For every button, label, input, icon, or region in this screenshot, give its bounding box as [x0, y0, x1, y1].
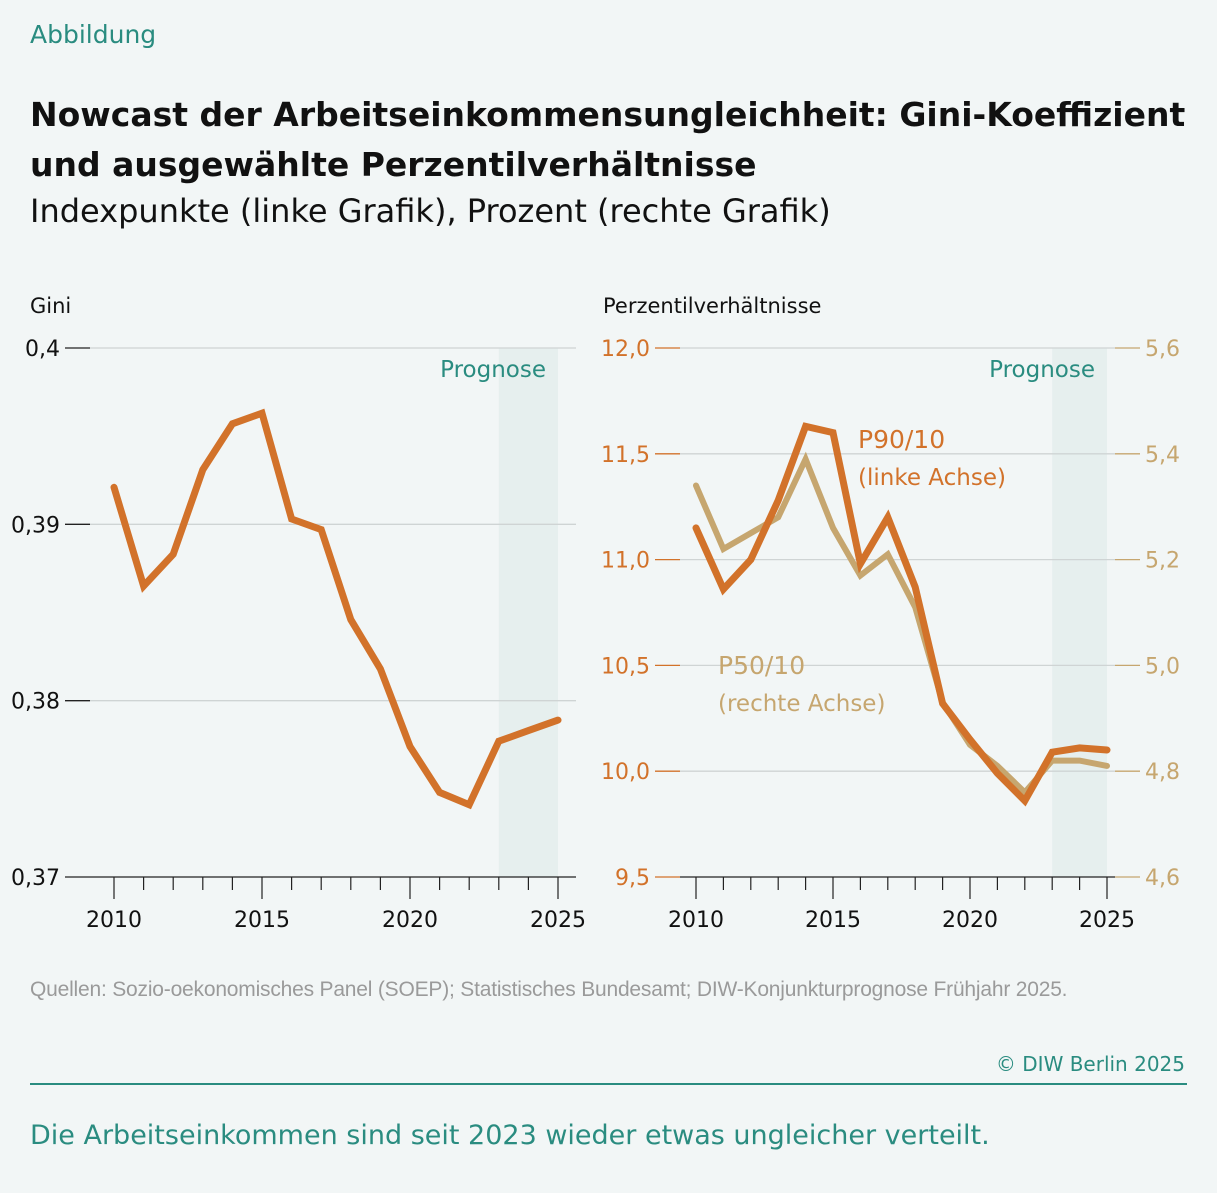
y-tick-label: 9,5: [615, 866, 650, 891]
forecast-shade: [498, 348, 558, 877]
y-tick-label: 10,5: [601, 654, 650, 679]
y-tick-label: 10,0: [601, 760, 650, 785]
charts: Prognose Gini 0,37 0,38 0,39 0,4 2010 2015 2020 2…: [11, 294, 1180, 933]
x-tick-label: 2010: [668, 908, 724, 933]
y-tick-label: 11,0: [601, 549, 650, 574]
y-right-tick-label: 5,6: [1145, 337, 1180, 362]
y-axis-title: Perzentilverhältnisse: [603, 294, 821, 318]
series-label: P50/10: [718, 651, 805, 680]
chart-subtitle: Indexpunkte (linke Grafik), Prozent (rec…: [30, 192, 831, 230]
y-tick-label: 11,5: [601, 443, 650, 468]
x-tick-label: 2020: [942, 908, 998, 933]
y-tick-label: 0,4: [25, 337, 60, 362]
y-axis-title: Gini: [30, 294, 71, 318]
x-tick-label: 2010: [86, 908, 142, 933]
series-label: P90/10: [858, 425, 945, 454]
y-right-tick-label: 5,2: [1145, 549, 1180, 574]
series-line-p50-10: [693, 451, 1110, 797]
y-right-tick-label: 5,4: [1145, 443, 1180, 468]
forecast-shade: [1052, 348, 1107, 877]
forecast-label: Prognose: [440, 357, 546, 383]
x-tick-label: 2025: [530, 908, 586, 933]
x-tick-label: 2015: [234, 908, 290, 933]
y-right-tick-label: 5,0: [1145, 654, 1180, 679]
x-tick-label: 2020: [382, 908, 438, 933]
y-right-tick-label: 4,8: [1145, 760, 1180, 785]
percentile-chart: Prognose Perzentilverhältnisse 9,5 10,0 10,5…: [601, 294, 1180, 933]
copyright: © DIW Berlin 2025: [995, 1052, 1185, 1076]
y-tick-label: 0,37: [11, 866, 60, 891]
series-line-p90-10: [692, 422, 1111, 807]
series-axis-note: (rechte Achse): [718, 691, 885, 717]
y-right-tick-label: 4,6: [1145, 866, 1180, 891]
y-tick-label: 0,39: [11, 513, 60, 538]
gini-chart: Prognose Gini 0,37 0,38 0,39 0,4 2010 2015 2020 2…: [11, 294, 586, 933]
y-tick-label: 12,0: [601, 337, 650, 362]
forecast-label: Prognose: [989, 357, 1095, 383]
divider: [30, 1083, 1187, 1085]
series-axis-note: (linke Achse): [858, 465, 1006, 491]
x-tick-label: 2025: [1079, 908, 1135, 933]
caption: Die Arbeitseinkommen sind seit 2023 wied…: [30, 1120, 990, 1151]
source-note: Quellen: Sozio-oekonomisches Panel (SOEP…: [30, 978, 1068, 1001]
chart-title: Nowcast der Arbeitseinkommensungleichhei…: [30, 95, 1186, 184]
x-tick-label: 2015: [805, 908, 861, 933]
y-tick-label: 0,38: [11, 690, 60, 715]
series-line-gini: [110, 408, 562, 810]
kicker: Abbildung: [30, 20, 157, 49]
